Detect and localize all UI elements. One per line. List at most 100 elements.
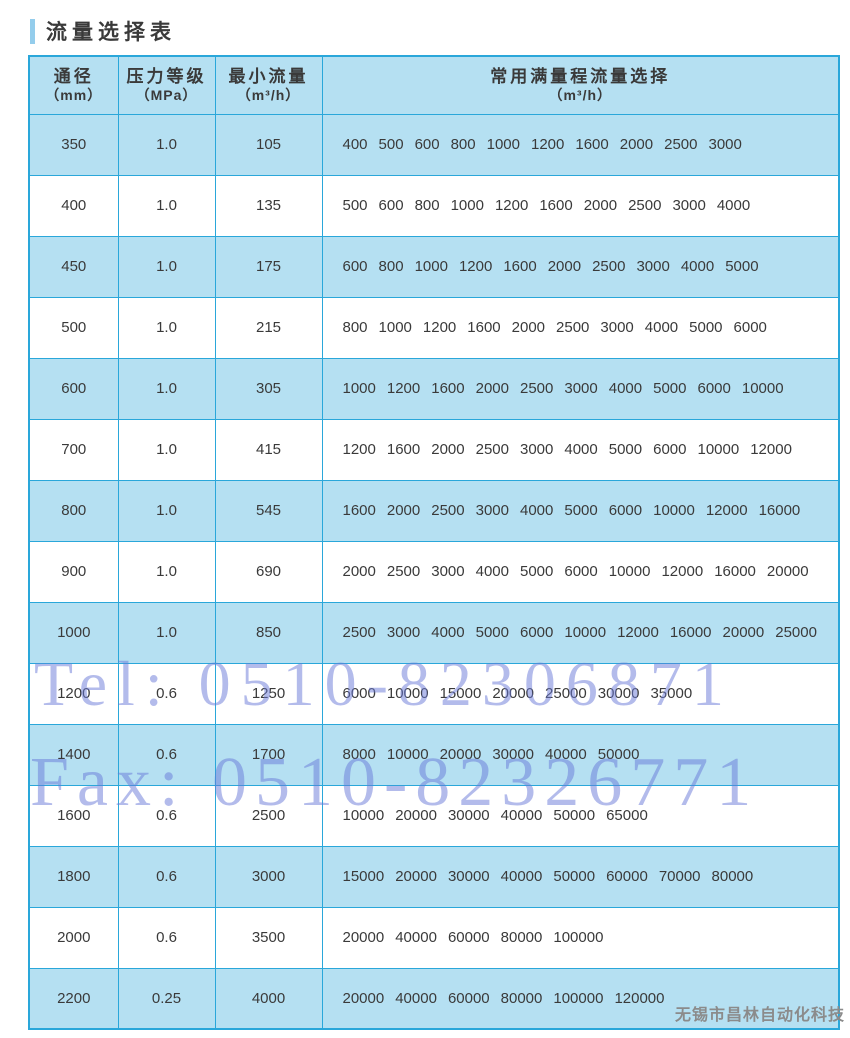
flow-value: 4000 — [680, 258, 715, 275]
cell-pressure: 1.0 — [117, 540, 216, 603]
flow-value: 2500 — [386, 563, 421, 580]
col-header-min-flow-unit: （m³/h） — [236, 87, 301, 104]
flow-value: 30000 — [447, 807, 490, 824]
flow-value: 500 — [378, 136, 404, 153]
cell-full-scale-flows: 600 800 1000 1200 1600 2000 2500 3000 4000 5000 — [321, 235, 840, 298]
cell-diameter: 500 — [28, 296, 119, 359]
cell-diameter: 450 — [28, 235, 119, 298]
cell-diameter: 600 — [28, 357, 119, 420]
flow-value: 65000 — [606, 807, 648, 824]
cell-diameter: 2000 — [28, 906, 119, 969]
flow-value: 3000 — [475, 502, 509, 519]
cell-diameter: 350 — [28, 113, 119, 176]
flow-value: 20000 — [439, 746, 482, 763]
flow-value: 60000 — [447, 929, 490, 946]
flow-value: 1600 — [467, 319, 501, 336]
flow-value: 10000 — [564, 624, 607, 641]
cell-diameter: 900 — [28, 540, 119, 603]
flow-value: 2000 — [583, 197, 618, 214]
flow-value: 25000 — [775, 624, 817, 641]
flow-value: 60000 — [606, 868, 648, 885]
flow-value: 5000 — [725, 258, 759, 275]
cell-full-scale-flows: 2000 2500 3000 4000 5000 6000 10000 12000 16000 2… — [321, 540, 840, 603]
cell-diameter: 400 — [28, 174, 119, 237]
flow-value: 80000 — [711, 868, 754, 885]
flow-value: 2000 — [386, 502, 421, 519]
flow-selection-table: 通径 （mm） 压力等级 （MPa） 最小流量 （m³/h） 常用满量程流量选择… — [28, 55, 840, 1030]
flow-value: 2000 — [431, 441, 465, 458]
flow-value: 60000 — [447, 989, 490, 1007]
flow-value: 1200 — [458, 258, 493, 275]
cell-min-flow: 415 — [214, 418, 323, 481]
cell-min-flow: 135 — [214, 174, 323, 237]
cell-pressure: 1.0 — [117, 418, 216, 481]
cell-min-flow: 690 — [214, 540, 323, 603]
flow-value: 80000 — [500, 929, 543, 946]
flow-value: 1000 — [342, 380, 376, 397]
col-header-pressure-label: 压力等级 — [126, 67, 207, 87]
flow-value: 20000 — [342, 989, 385, 1007]
flow-value: 1200 — [342, 441, 376, 458]
flow-value: 2000 — [475, 380, 509, 397]
flow-value: 6000 — [564, 563, 598, 580]
flow-value: 10000 — [386, 685, 429, 702]
flow-value: 1600 — [503, 258, 537, 275]
flow-value: 20000 — [766, 563, 809, 580]
flow-value: 1200 — [386, 380, 421, 397]
cell-min-flow: 305 — [214, 357, 323, 420]
flow-value: 1200 — [422, 319, 457, 336]
flow-value: 3000 — [708, 136, 742, 153]
cell-pressure: 0.6 — [117, 784, 216, 847]
flow-value: 1000 — [378, 319, 412, 336]
flow-value: 3000 — [431, 563, 465, 580]
col-header-full-scale-flows-label: 常用满量程流量选择 — [490, 67, 671, 87]
cell-min-flow: 545 — [214, 479, 323, 542]
cell-pressure: 1.0 — [117, 479, 216, 542]
col-header-diameter: 通径 （mm） — [28, 55, 119, 115]
flow-value: 3000 — [672, 197, 706, 214]
table-row: 350 1.0 105 400 500 600 800 1000 1200 1600 2000 250… — [28, 113, 840, 176]
title-accent-bar — [30, 18, 35, 44]
cell-min-flow: 1250 — [214, 662, 323, 725]
table-row: 600 1.0 305 1000 1200 1600 2000 2500 3000 4000 500… — [28, 357, 840, 420]
cell-pressure: 1.0 — [117, 357, 216, 420]
flow-value: 1000 — [414, 258, 448, 275]
table-row: 450 1.0 175 600 800 1000 1200 1600 2000 2500 3000 4… — [28, 235, 840, 298]
cell-full-scale-flows: 10000 20000 30000 40000 50000 65000 — [321, 784, 840, 847]
flow-value: 1000 — [450, 197, 484, 214]
flow-value: 40000 — [395, 929, 437, 946]
flow-value: 5000 — [520, 563, 554, 580]
table-row: 1600 0.6 2500 10000 20000 30000 40000 50000 6500… — [28, 784, 840, 847]
flow-value: 16000 — [714, 563, 756, 580]
flow-value: 20000 — [492, 685, 535, 702]
cell-pressure: 0.25 — [117, 967, 216, 1030]
flow-value: 12000 — [617, 624, 659, 641]
cell-min-flow: 105 — [214, 113, 323, 176]
table-header-row: 通径 （mm） 压力等级 （MPa） 最小流量 （m³/h） 常用满量程流量选择… — [28, 55, 840, 115]
table-row: 800 1.0 545 1600 2000 2500 3000 4000 5000 6000 100… — [28, 479, 840, 542]
flow-value: 120000 — [614, 989, 665, 1007]
flow-value: 1000 — [486, 136, 520, 153]
cell-full-scale-flows: 20000 40000 60000 80000 100000 — [321, 906, 840, 969]
flow-value: 600 — [342, 258, 368, 275]
flow-value: 6000 — [520, 624, 554, 641]
col-header-min-flow-label: 最小流量 — [228, 67, 309, 87]
table-row: 2200 0.25 4000 20000 40000 60000 80000 100000 12… — [28, 967, 840, 1030]
flow-value: 3000 — [520, 441, 554, 458]
col-header-diameter-label: 通径 — [53, 67, 94, 87]
col-header-full-scale-flows: 常用满量程流量选择 （m³/h） — [321, 55, 840, 115]
flow-value: 6000 — [608, 502, 643, 519]
cell-pressure: 1.0 — [117, 296, 216, 359]
flow-value: 5000 — [475, 624, 509, 641]
cell-pressure: 0.6 — [117, 662, 216, 725]
cell-pressure: 1.0 — [117, 174, 216, 237]
flow-value: 2500 — [431, 502, 465, 519]
flow-value: 4000 — [520, 502, 554, 519]
cell-diameter: 700 — [28, 418, 119, 481]
page-title: 流量选择表 — [46, 21, 176, 44]
cell-diameter: 1000 — [28, 601, 119, 664]
cell-full-scale-flows: 400 500 600 800 1000 1200 1600 2000 2500 3000 — [321, 113, 840, 176]
flow-value: 80000 — [500, 989, 543, 1007]
flow-value: 2000 — [511, 319, 546, 336]
flow-value: 40000 — [395, 989, 437, 1007]
